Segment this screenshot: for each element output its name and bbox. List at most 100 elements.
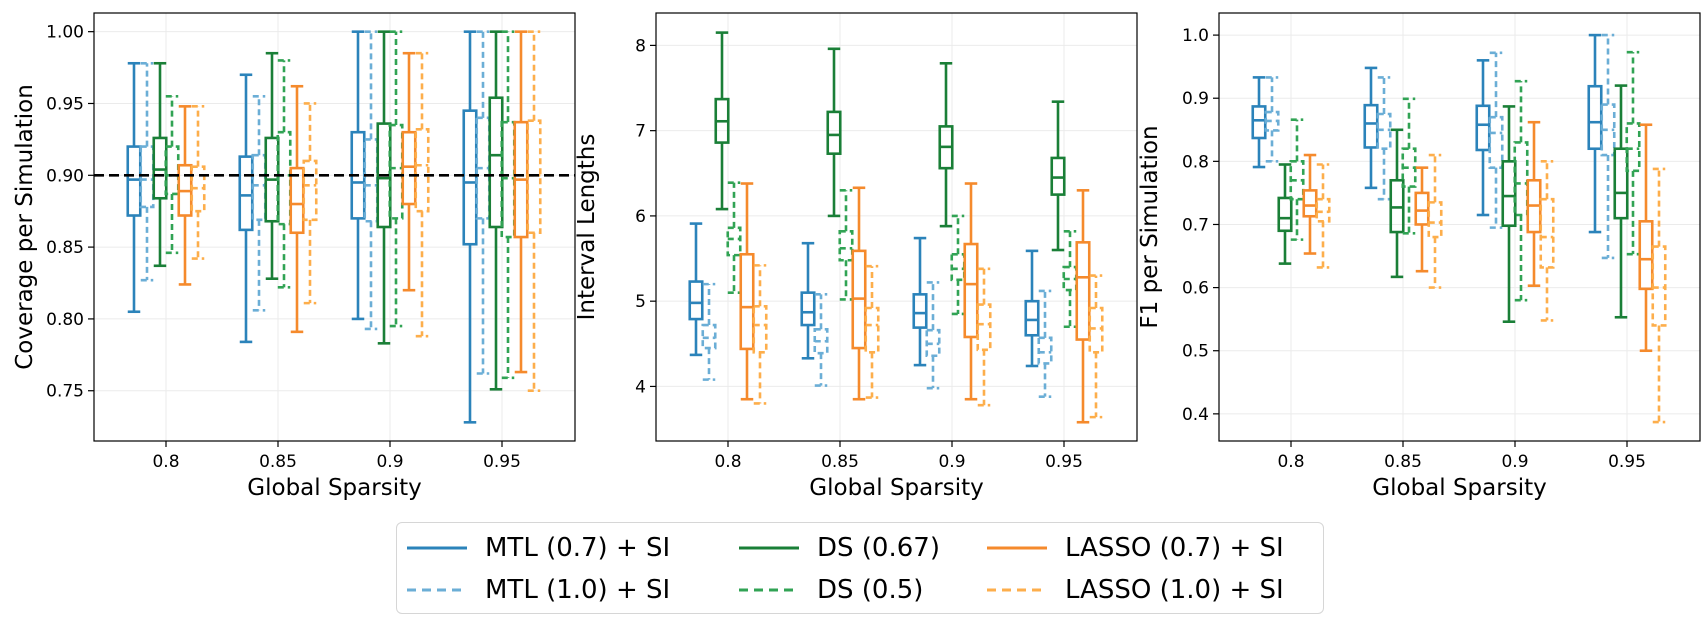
y-tick-label: 1.0 bbox=[1182, 26, 1209, 46]
box-lasso07-0.85 bbox=[289, 84, 305, 334]
box-iqr bbox=[302, 159, 318, 222]
box-iqr bbox=[401, 130, 417, 206]
box-lasso10-0.95 bbox=[1651, 167, 1667, 424]
box-iqr bbox=[1024, 299, 1040, 337]
box-lasso07-0.95 bbox=[1075, 189, 1091, 424]
box-lasso10-0.85 bbox=[864, 264, 880, 399]
box-iqr bbox=[289, 166, 305, 235]
box-lasso07-0.95 bbox=[513, 30, 529, 374]
box-ds05-0.85 bbox=[276, 59, 292, 289]
y-axis-label: Coverage per Simulation bbox=[12, 84, 38, 370]
box-iqr bbox=[1651, 245, 1667, 327]
box-ds067-0.85 bbox=[1389, 128, 1405, 279]
box-iqr bbox=[1501, 160, 1517, 228]
box-mtl10-0.95 bbox=[1600, 33, 1616, 260]
box-mtl07-0.95 bbox=[462, 30, 478, 424]
box-ds067-0.8 bbox=[152, 61, 168, 268]
legend-item-lasso07: LASSO (0.7) + SI bbox=[985, 529, 1284, 567]
box-mtl07-0.95 bbox=[1024, 249, 1040, 368]
plot-frame bbox=[1218, 12, 1701, 442]
y-tick-label: 7 bbox=[635, 122, 646, 142]
legend-swatch-ds067 bbox=[739, 546, 799, 550]
box-ds067-0.95 bbox=[488, 30, 504, 391]
box-ds067-0.95 bbox=[1613, 84, 1629, 319]
x-axis-label: Global Sparsity bbox=[809, 475, 983, 501]
box-iqr bbox=[251, 153, 267, 222]
legend-swatch-mtl10 bbox=[407, 588, 467, 592]
box-lasso10-0.9 bbox=[414, 51, 430, 338]
box-mtl07-0.8 bbox=[126, 61, 142, 314]
y-tick-label: 0.6 bbox=[1182, 279, 1209, 299]
y-tick-label: 0.8 bbox=[1182, 152, 1209, 172]
box-lasso10-0.8 bbox=[752, 264, 768, 405]
box-iqr bbox=[1414, 191, 1430, 226]
box-ds067-0.95 bbox=[1050, 100, 1066, 252]
box-mtl10-0.85 bbox=[1376, 76, 1392, 201]
box-mtl07-0.85 bbox=[238, 73, 254, 344]
legend-item-ds05: DS (0.5) bbox=[737, 571, 923, 609]
legend-label-lasso07: LASSO (0.7) + SI bbox=[1065, 533, 1284, 563]
x-tick-label: 0.95 bbox=[1045, 452, 1083, 472]
box-mtl10-0.95 bbox=[1037, 289, 1053, 398]
legend-label-ds067: DS (0.67) bbox=[817, 533, 940, 563]
box-mtl10-0.8 bbox=[701, 282, 717, 381]
box-iqr bbox=[126, 145, 142, 217]
box-iqr bbox=[1488, 115, 1504, 169]
box-mtl07-0.85 bbox=[800, 241, 816, 360]
box-lasso07-0.85 bbox=[1414, 166, 1430, 273]
box-ds05-0.9 bbox=[388, 30, 404, 328]
y-axis-label: F1 per Simulation bbox=[1137, 125, 1163, 328]
box-mtl07-0.9 bbox=[1475, 59, 1491, 217]
legend-swatch-ds05 bbox=[739, 588, 799, 592]
box-ds067-0.8 bbox=[1277, 163, 1293, 265]
y-tick-label: 1.00 bbox=[46, 23, 84, 43]
y-tick-label: 0.5 bbox=[1182, 342, 1209, 362]
box-iqr bbox=[152, 136, 168, 200]
legend-item-ds067: DS (0.67) bbox=[737, 529, 940, 567]
box-mtl10-0.9 bbox=[1488, 51, 1504, 229]
box-iqr bbox=[1475, 104, 1491, 152]
legend-item-mtl10: MTL (1.0) + SI bbox=[405, 571, 670, 609]
legend-label-mtl07: MTL (0.7) + SI bbox=[485, 533, 671, 563]
box-ds05-0.95 bbox=[500, 30, 516, 380]
box-iqr bbox=[688, 280, 704, 321]
box-iqr bbox=[500, 120, 516, 239]
y-tick-label: 0.90 bbox=[46, 166, 84, 186]
box-lasso07-0.8 bbox=[1302, 153, 1318, 255]
box-ds05-0.8 bbox=[1289, 118, 1305, 241]
box-iqr bbox=[363, 138, 379, 223]
box-iqr bbox=[1315, 197, 1331, 223]
box-lasso10-0.95 bbox=[526, 30, 542, 393]
box-lasso10-0.8 bbox=[1315, 163, 1331, 269]
y-tick-label: 0.85 bbox=[46, 238, 84, 258]
legend-item-lasso10: LASSO (1.0) + SI bbox=[985, 571, 1284, 609]
box-iqr bbox=[1513, 141, 1529, 217]
box-mtl07-0.95 bbox=[1587, 33, 1603, 234]
x-tick-label: 0.95 bbox=[1608, 452, 1646, 472]
box-iqr bbox=[1363, 103, 1379, 149]
box-lasso10-0.85 bbox=[1427, 153, 1443, 289]
box-iqr bbox=[963, 242, 979, 339]
box-ds05-0.85 bbox=[1401, 97, 1417, 235]
x-tick-label: 0.85 bbox=[259, 452, 297, 472]
box-iqr bbox=[1613, 147, 1629, 220]
box-ds067-0.85 bbox=[264, 51, 280, 281]
box-iqr bbox=[976, 303, 992, 352]
panel-1: 0.75 0.80 0.85 0.90 0.95 1.00 0.8 0.85 0.9 0.95 Gl… bbox=[12, 12, 576, 501]
box-lasso10-0.9 bbox=[976, 267, 992, 407]
plot-frame bbox=[655, 12, 1138, 442]
x-tick-label: 0.85 bbox=[821, 452, 859, 472]
box-iqr bbox=[526, 119, 542, 235]
y-axis-label: Interval Lengths bbox=[574, 134, 600, 321]
box-lasso07-0.85 bbox=[851, 186, 867, 401]
box-iqr bbox=[1539, 197, 1555, 269]
x-tick-label: 0.8 bbox=[714, 452, 741, 472]
box-lasso10-0.8 bbox=[190, 105, 206, 260]
box-iqr bbox=[1037, 336, 1053, 365]
box-iqr bbox=[139, 145, 155, 209]
legend-swatch-lasso07 bbox=[987, 546, 1047, 550]
box-iqr bbox=[1427, 201, 1443, 239]
box-iqr bbox=[1088, 306, 1104, 354]
box-iqr bbox=[1302, 189, 1318, 218]
box-ds05-0.9 bbox=[1513, 79, 1529, 302]
